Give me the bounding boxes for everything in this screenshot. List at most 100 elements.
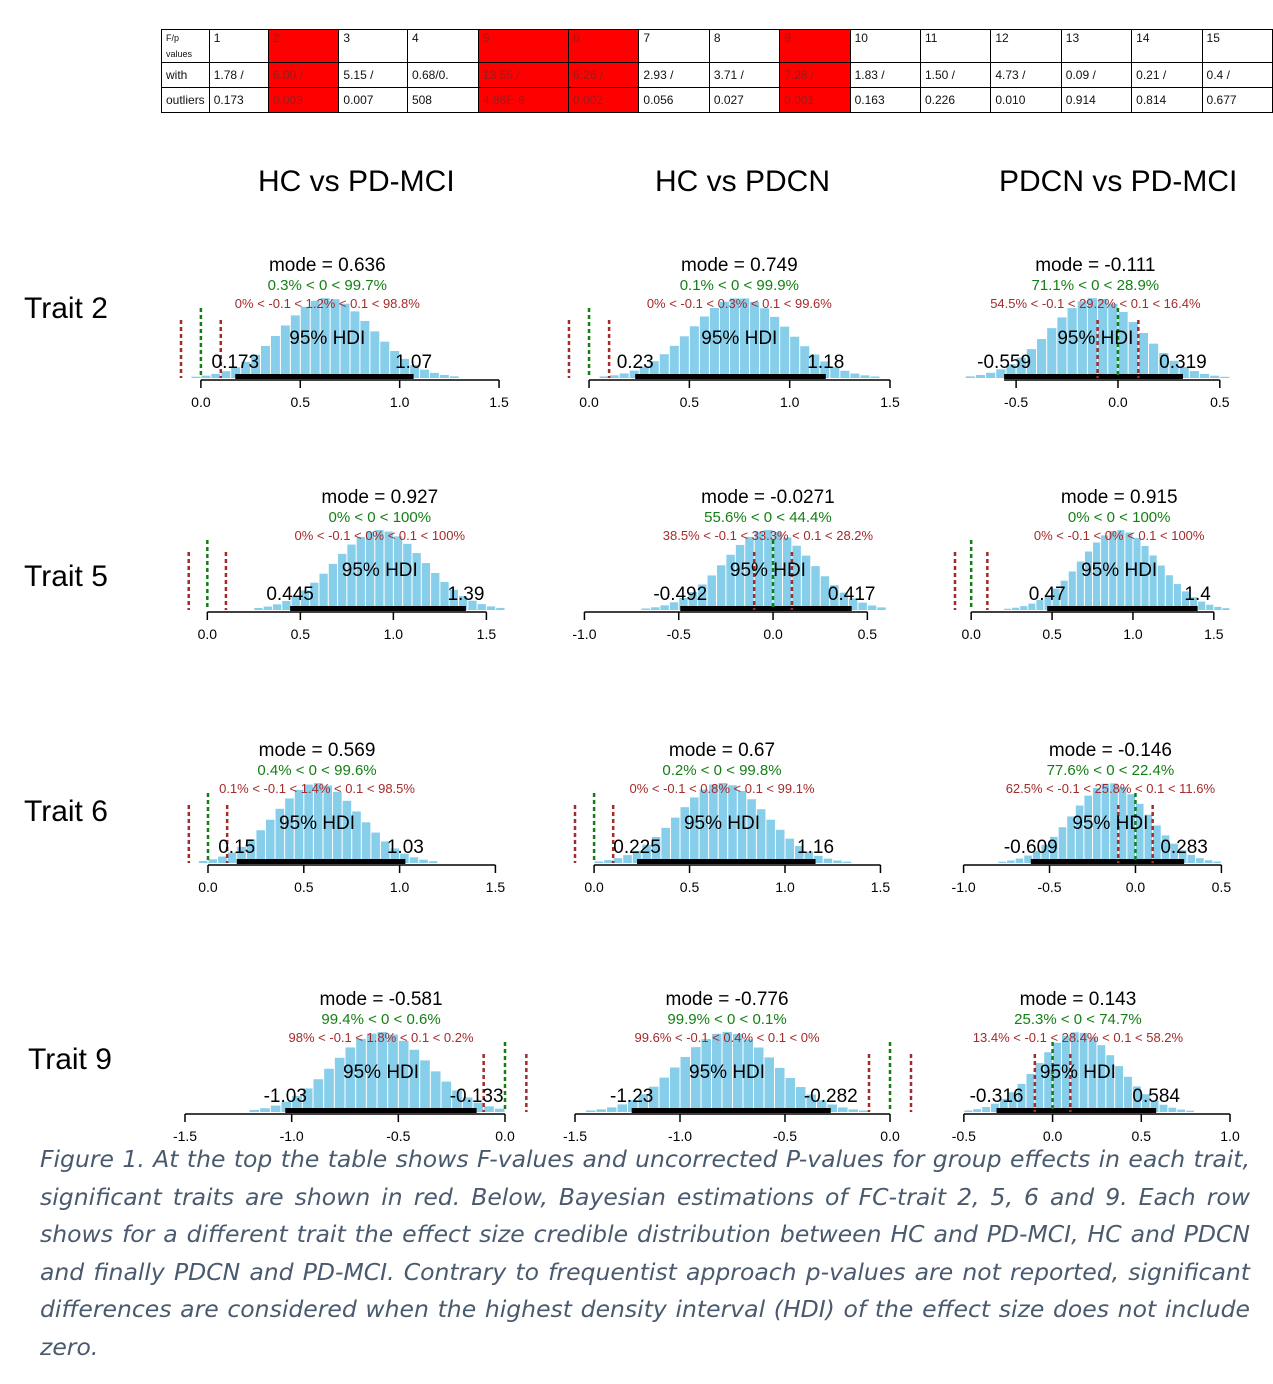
hdi-low-label: 0.225 [613, 837, 661, 858]
column-title-hc-vs-pd-mci: HC vs PD-MCI [258, 165, 455, 198]
histogram-bar [294, 789, 304, 863]
histogram-bar [1075, 805, 1084, 863]
histogram-bar [468, 600, 477, 610]
histogram-bar [867, 605, 877, 610]
table-cell-trait-12-f: 4.73 / [990, 62, 1062, 88]
histogram-bar [1108, 303, 1118, 378]
row-label-trait-2: Trait 2 [24, 292, 108, 325]
mode-label: mode = -0.146 [1049, 740, 1172, 761]
histogram-bar [701, 1039, 711, 1112]
table-cell-trait-13-trait: 13 [1060, 29, 1133, 63]
x-tick-label: 1.5 [477, 626, 497, 642]
hdi-label: 95% HDI [1072, 813, 1148, 834]
histogram-bar [707, 575, 716, 610]
histogram-bar [766, 819, 775, 863]
histogram-bar [1044, 595, 1052, 610]
hdi-bar [680, 606, 852, 611]
histogram-bar [1026, 349, 1036, 378]
histogram-bar [1028, 603, 1036, 610]
x-tick-label: 0.0 [1126, 879, 1146, 895]
hdi-low-label: 0.47 [1029, 584, 1066, 605]
histogram-bar [975, 375, 986, 378]
histogram-bar [420, 1060, 430, 1112]
histogram-bar [208, 859, 218, 863]
table-cell-trait-13-f: 0.09 / [1060, 62, 1133, 88]
x-tick-label: 0.0 [198, 879, 218, 895]
histogram-bar [409, 857, 419, 863]
histogram-bar [823, 858, 833, 863]
histogram-bar [659, 354, 669, 378]
histogram-bar [1169, 360, 1179, 378]
histogram-bar [1161, 835, 1170, 863]
x-tick-label: 1.0 [775, 879, 795, 895]
histogram-bar [858, 602, 867, 610]
hdi-high-label: 0.584 [1132, 1086, 1180, 1107]
histogram-bar [996, 369, 1006, 378]
histogram-bar [218, 856, 227, 863]
histogram-bar [1186, 1110, 1195, 1112]
rope-label: 98% < -0.1 < 1.8% < 0.1 < 0.2% [289, 1030, 474, 1045]
x-tick-label: 1.0 [780, 394, 800, 410]
histogram-bar [1015, 858, 1024, 863]
histogram-bar [650, 607, 660, 610]
histogram-bar [400, 358, 410, 378]
histogram-bar [1101, 535, 1109, 610]
histogram-bar [1061, 1035, 1070, 1112]
mode-label: mode = 0.927 [321, 487, 438, 508]
table-cell-trait-5-f: 13.55 / [477, 62, 570, 88]
table-cell-trait-2-p: 0.003 [267, 87, 340, 113]
x-tick-label: -1.0 [280, 1128, 304, 1144]
histogram-bar [1084, 551, 1092, 610]
histogram-bar [292, 1095, 302, 1112]
histogram-bar [719, 301, 729, 378]
histogram-bar [814, 855, 823, 863]
histogram-bar [1125, 532, 1133, 610]
table-cell-trait-14-trait: 14 [1131, 29, 1203, 63]
histogram-bar [254, 608, 263, 610]
histogram-bar [651, 837, 661, 863]
rope-label: 0% < -0.1 < 0% < 0.1 < 100% [1034, 528, 1205, 543]
hdi-low-label: -0.492 [653, 584, 707, 605]
histogram-bar [860, 375, 870, 378]
hdi-bar [1004, 374, 1183, 379]
comparison-label: 0% < 0 < 100% [1068, 509, 1171, 526]
histogram-bar [1004, 608, 1012, 610]
hdi-low-label: 0.23 [617, 352, 654, 373]
table-cell-trait-7-trait: 7 [638, 29, 710, 63]
hdi-bar [235, 374, 414, 379]
comparison-label: 0.1% < 0 < 99.9% [680, 277, 799, 294]
histogram-bar [982, 1106, 990, 1112]
histogram-bar [393, 536, 403, 610]
histogram-bar [1222, 608, 1230, 610]
histogram-bar [290, 315, 300, 378]
histogram-bar [304, 784, 313, 863]
rope-label: 0.1% < -0.1 < 1.4% < 0.1 < 98.5% [219, 781, 415, 796]
histogram-bar [388, 1034, 398, 1112]
histogram-bar [718, 783, 728, 863]
rope-label: 0% < -0.1 < 1.2% < 0.1 < 98.8% [235, 296, 420, 311]
comparison-label: 55.6% < 0 < 44.4% [704, 509, 832, 526]
histogram-bar [280, 325, 290, 378]
table-cell-trait-14-f: 0.21 / [1131, 62, 1203, 88]
histogram-bar [729, 298, 740, 378]
histogram-bar [849, 598, 858, 610]
histogram-bar [775, 1067, 785, 1112]
histogram-bar [1150, 1100, 1159, 1112]
x-tick-label: 1.0 [1220, 1128, 1240, 1144]
histogram-bar [850, 373, 860, 378]
hdi-label: 95% HDI [1040, 1062, 1116, 1083]
histogram-bar [231, 367, 241, 378]
histogram-bar [420, 369, 429, 378]
histogram-bar [641, 608, 650, 610]
histogram-bar [1041, 844, 1050, 863]
histogram-bar [1068, 571, 1076, 610]
x-tick-label: -0.5 [386, 1128, 410, 1144]
x-tick-label: 1.5 [1204, 626, 1224, 642]
histogram-bar [1052, 588, 1060, 610]
histogram-bar [221, 371, 231, 378]
histogram-bar [1138, 333, 1149, 378]
histogram-bar [754, 531, 764, 610]
histogram-bar [1079, 1032, 1088, 1112]
histogram-bar [607, 1107, 617, 1112]
